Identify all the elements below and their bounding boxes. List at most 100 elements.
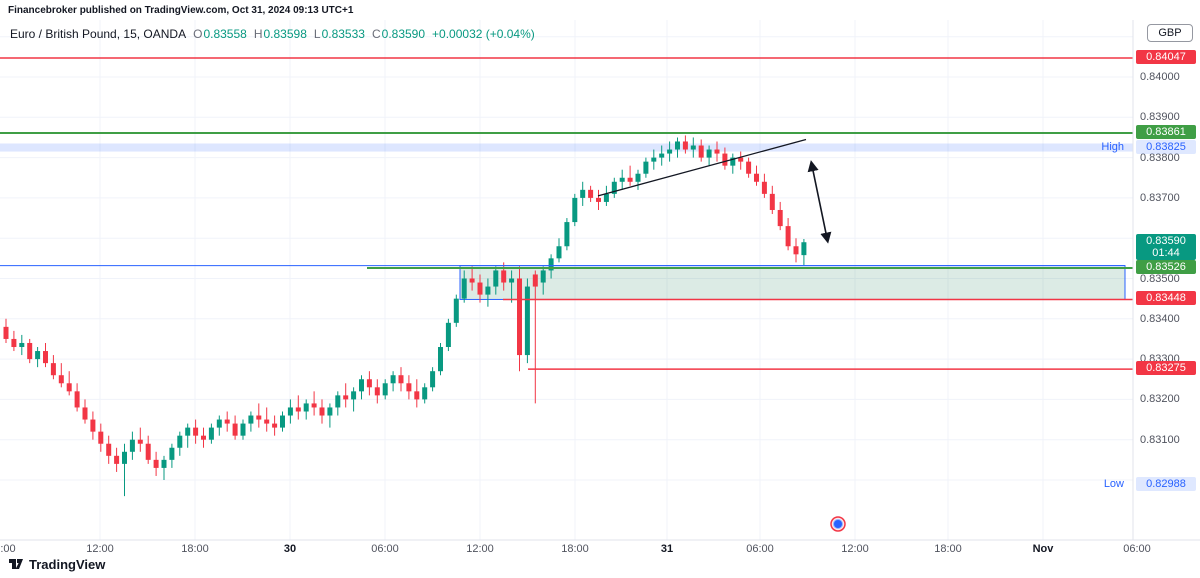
candle-body bbox=[501, 270, 507, 283]
time-tick-label: 18:00 bbox=[934, 543, 962, 555]
candle-body bbox=[295, 407, 301, 412]
candle-body bbox=[793, 246, 799, 255]
price-tick-label: 0.83700 bbox=[1140, 191, 1180, 204]
candle-body bbox=[754, 173, 759, 182]
candle-body bbox=[359, 379, 364, 392]
current-price-countdown: 01:44 bbox=[1152, 247, 1180, 260]
candle-body bbox=[761, 181, 767, 194]
candle-body bbox=[469, 278, 475, 283]
symbol-title[interactable]: Euro / British Pound, 15, OANDA bbox=[10, 27, 187, 41]
candle-body bbox=[327, 407, 333, 416]
candle-body bbox=[382, 383, 388, 396]
candle-body bbox=[461, 278, 467, 299]
candle-body bbox=[667, 149, 673, 154]
time-tick-label: 31 bbox=[660, 543, 674, 555]
candle-body bbox=[398, 375, 404, 384]
price-level-pill: 0.83861 bbox=[1136, 125, 1196, 140]
time-tick-label: Nov bbox=[1032, 543, 1054, 555]
candle-body bbox=[564, 222, 570, 247]
candle-body bbox=[114, 455, 120, 464]
candle-body bbox=[248, 415, 254, 424]
low-label-price: 0.82988 bbox=[1136, 476, 1196, 491]
candle-body bbox=[374, 387, 380, 396]
ohlc-field-value: 0.83590 bbox=[381, 27, 426, 41]
candle-body bbox=[27, 342, 33, 360]
candle-body bbox=[343, 395, 349, 400]
time-tick-label: 18:00 bbox=[561, 543, 589, 555]
candle-body bbox=[90, 419, 96, 432]
candle-body bbox=[122, 451, 127, 464]
time-tick-label: 12:00 bbox=[466, 543, 494, 555]
candle-body bbox=[98, 431, 104, 444]
candle-body bbox=[619, 177, 625, 182]
candle-body bbox=[738, 157, 744, 162]
candle-body bbox=[287, 407, 293, 416]
candle-body bbox=[746, 161, 752, 174]
candle-body bbox=[785, 226, 791, 247]
candle-body bbox=[311, 403, 317, 408]
candle-body bbox=[153, 459, 159, 468]
low-label: Low bbox=[1103, 477, 1124, 490]
price-tick-label: 0.83100 bbox=[1140, 433, 1180, 446]
price-level-pill: 0.83448 bbox=[1136, 291, 1196, 306]
candle-body bbox=[145, 443, 151, 460]
high-band[interactable] bbox=[0, 143, 1133, 152]
candle-body bbox=[106, 443, 112, 456]
candle-body bbox=[256, 415, 262, 420]
candle-body bbox=[137, 439, 143, 444]
ohlc-field-value: 0.83533 bbox=[321, 27, 365, 41]
candle-body bbox=[635, 173, 641, 182]
time-tick-label: 06:00 bbox=[1123, 543, 1151, 555]
candle-body bbox=[532, 274, 538, 287]
price-tick-label: 0.83500 bbox=[1140, 272, 1180, 285]
candle-body bbox=[35, 351, 41, 360]
candle-body bbox=[611, 181, 617, 194]
candle-body bbox=[690, 145, 696, 150]
candle-body bbox=[430, 371, 436, 388]
price-level-pill: 0.83275 bbox=[1136, 361, 1196, 376]
candle-body bbox=[74, 391, 80, 408]
trendline[interactable] bbox=[597, 138, 807, 197]
price-level-pill: 0.84047 bbox=[1136, 50, 1196, 65]
candle-body bbox=[280, 415, 285, 428]
attribution-text: Financebroker published on TradingView.c… bbox=[8, 5, 354, 16]
currency-toggle-button[interactable]: GBP bbox=[1147, 24, 1193, 42]
down-move-arrow[interactable] bbox=[807, 160, 832, 244]
candle-body bbox=[240, 423, 246, 436]
candle-body bbox=[129, 439, 135, 452]
candle-body bbox=[390, 375, 396, 384]
candle-body bbox=[3, 326, 9, 339]
candle-body bbox=[777, 209, 783, 227]
demand-zone[interactable] bbox=[460, 268, 1125, 300]
symbol-header: Euro / British Pound, 15, OANDA O0.83558 H… bbox=[10, 27, 535, 41]
candle-body bbox=[706, 149, 712, 158]
time-tick-label: 30 bbox=[283, 543, 297, 555]
high-label: High bbox=[1101, 140, 1124, 153]
candle-body bbox=[477, 282, 483, 295]
candle-body bbox=[801, 242, 807, 256]
candle-body bbox=[201, 435, 206, 440]
candle-body bbox=[366, 379, 372, 388]
calendar-event-icon-inner bbox=[833, 519, 843, 529]
ohlc-field-value: 0.83558 bbox=[203, 27, 247, 41]
candle-body bbox=[169, 447, 175, 460]
candle-body bbox=[19, 342, 25, 348]
candle-body bbox=[50, 363, 56, 376]
candle-body bbox=[438, 347, 443, 372]
tradingview-logo[interactable]: TradingView bbox=[8, 556, 105, 572]
candle-body bbox=[272, 423, 278, 428]
candle-body bbox=[675, 141, 680, 150]
candle-body bbox=[524, 286, 530, 356]
candle-body bbox=[596, 197, 601, 202]
candle-body bbox=[224, 419, 230, 424]
candle-body bbox=[43, 351, 48, 364]
time-tick-label: 06:00 bbox=[746, 543, 774, 555]
candle-body bbox=[453, 298, 459, 323]
price-tick-label: 0.83900 bbox=[1140, 111, 1180, 124]
ohlc-field-letter: H bbox=[253, 27, 263, 41]
candle-body bbox=[698, 145, 704, 158]
candle-body bbox=[682, 141, 688, 150]
